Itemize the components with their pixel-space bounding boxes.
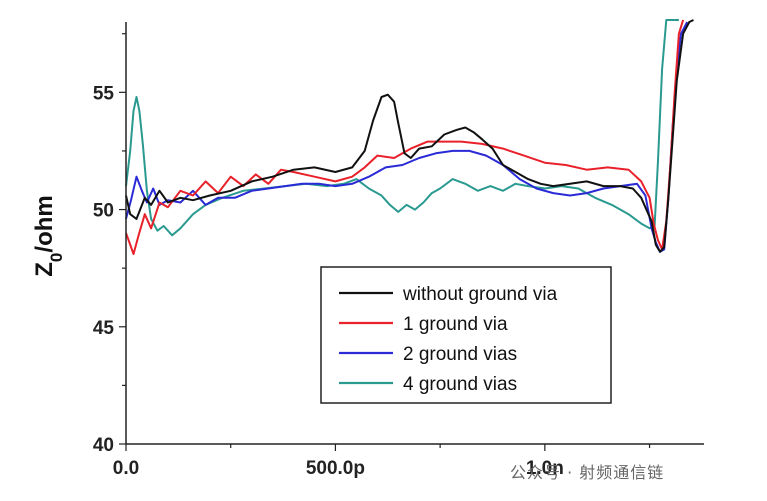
legend-label: 4 ground vias (403, 374, 517, 395)
y-tick-label: 50 (93, 201, 114, 222)
legend-label: 1 ground via (403, 314, 508, 335)
series-line-2 (125, 21, 689, 253)
x-tick-label: 0.0 (113, 458, 139, 479)
x-tick-label: 500.0p (306, 458, 365, 479)
series-line-0 (125, 19, 694, 253)
axes: 40 45 50 55 0.0 500.0p 1.0n (93, 22, 704, 479)
x-tick-label: 1.0n (526, 458, 564, 479)
watermark-text: 公众号 · 射频通信链 (510, 463, 665, 482)
y-axis-title: Z0/ohm (31, 195, 66, 276)
y-tick-label: 45 (93, 318, 115, 339)
series-line-3 (125, 19, 679, 237)
legend-label: 2 ground vias (403, 344, 517, 365)
legend-box (320, 266, 612, 404)
y-tick-label: 40 (93, 435, 114, 456)
plot-area (125, 19, 694, 256)
legend: without ground via 1 ground via 2 ground v… (320, 266, 612, 404)
y-tick-label: 55 (93, 83, 115, 104)
legend-label: without ground via (402, 284, 558, 305)
series-line-1 (125, 19, 685, 256)
